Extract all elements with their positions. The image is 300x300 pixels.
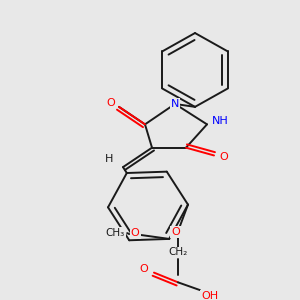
Text: H: H bbox=[105, 154, 113, 164]
Text: O: O bbox=[106, 98, 116, 108]
Text: OH: OH bbox=[201, 291, 218, 300]
Text: O: O bbox=[140, 264, 148, 274]
Text: N: N bbox=[171, 99, 179, 109]
Text: CH₃: CH₃ bbox=[106, 228, 125, 238]
Text: NH: NH bbox=[212, 116, 228, 126]
Text: O: O bbox=[131, 228, 140, 238]
Text: O: O bbox=[172, 227, 180, 237]
Text: CH₂: CH₂ bbox=[168, 248, 188, 257]
Text: O: O bbox=[220, 152, 228, 162]
